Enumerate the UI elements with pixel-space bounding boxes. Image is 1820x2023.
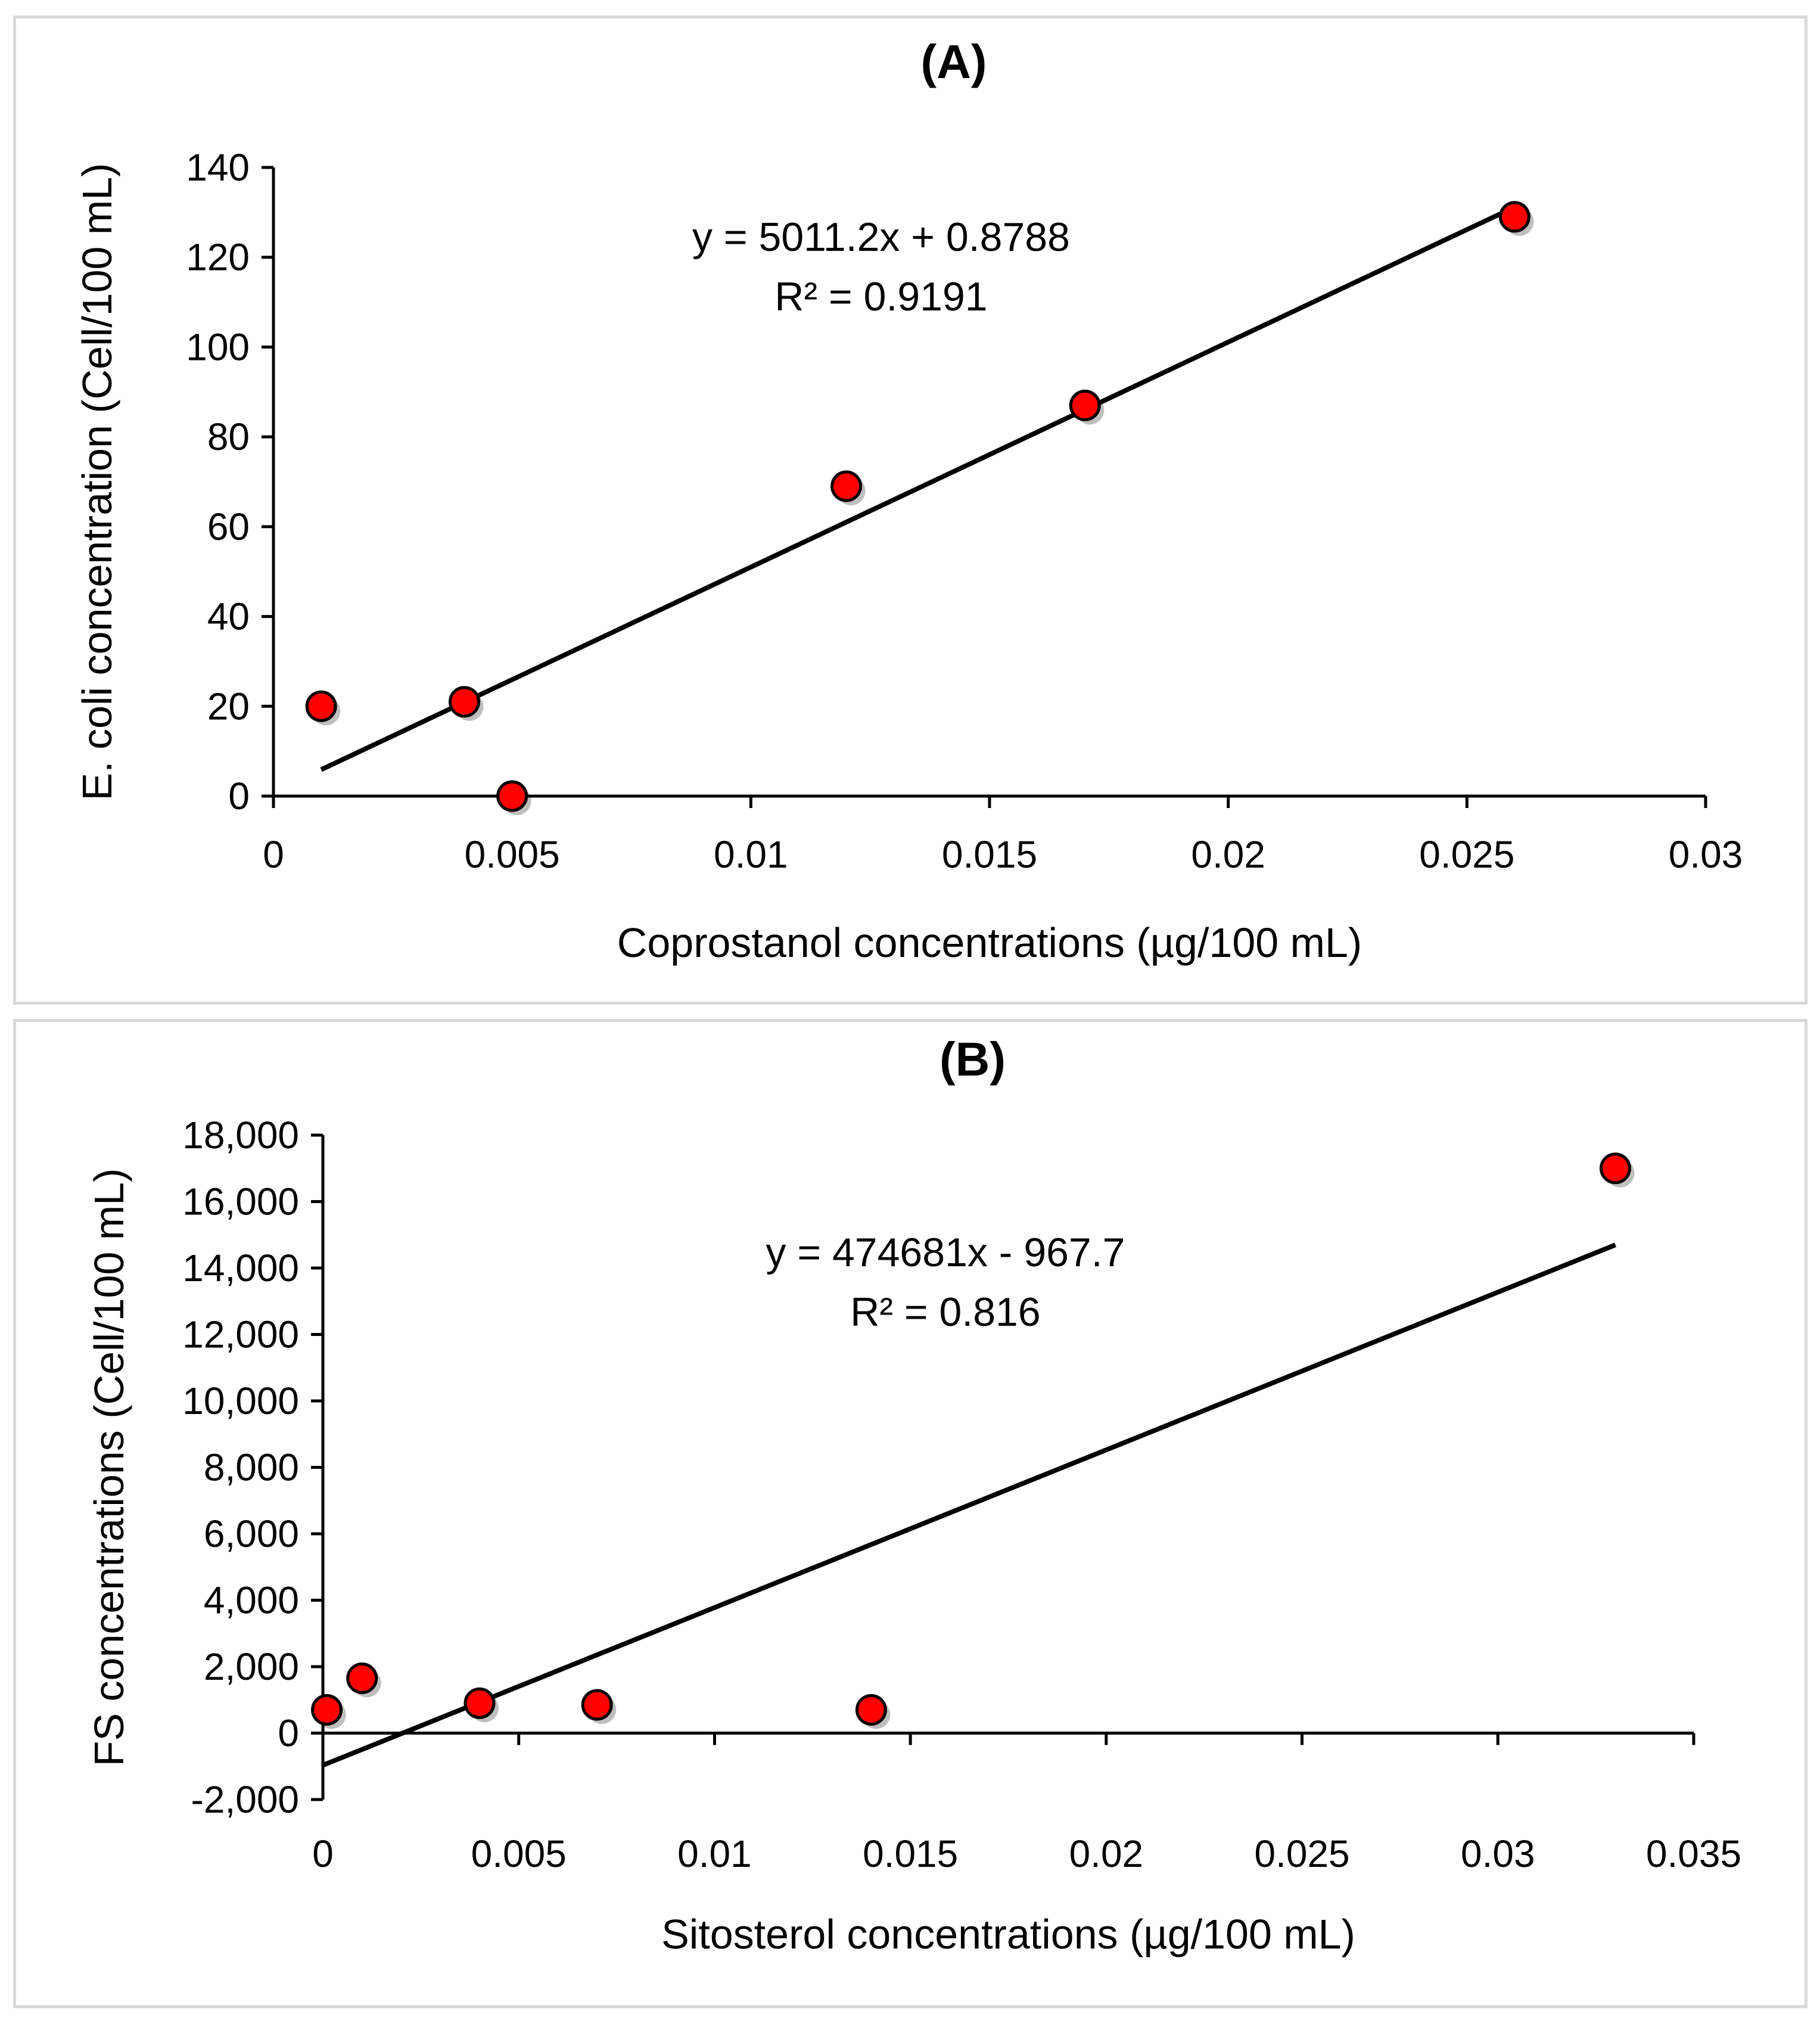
data-point <box>305 690 337 722</box>
x-tick-label: 0.005 <box>471 1832 567 1875</box>
chart-panel-a: (A) 0 20 40 60 80 100 120 140 0 0.005 0.01 0.015 0.02… <box>13 15 1807 1005</box>
y-tick-label: 20 <box>207 685 250 728</box>
y-tick-label: 4,000 <box>204 1579 299 1622</box>
chart-panel-b: (B) -2,000 0 2,000 4,000 6,000 8,000 10,000 12,0… <box>13 1019 1807 2008</box>
x-axis-label: Coprostanol concentrations (µg/100 mL) <box>617 919 1362 966</box>
x-tick-label: 0.025 <box>1419 833 1514 876</box>
y-tick-label: 60 <box>207 505 250 548</box>
data-point <box>463 1687 496 1719</box>
data-point <box>830 470 863 502</box>
x-tick-label: 0.005 <box>465 833 560 876</box>
data-point <box>855 1693 887 1726</box>
y-axis-label: FS concentrations (Cell/100 mL) <box>86 1169 132 1767</box>
trendline <box>320 204 1516 772</box>
x-tick-label: 0 <box>312 1832 334 1875</box>
chart-title: (A) <box>920 35 987 88</box>
chart-b-svg: (B) -2,000 0 2,000 4,000 6,000 8,000 10,000 12,0… <box>86 1033 1741 1957</box>
data-point <box>496 780 528 812</box>
data-point <box>581 1689 613 1721</box>
trendline <box>322 1242 1617 1768</box>
data-point <box>346 1662 378 1695</box>
x-tick-label: 0.015 <box>863 1832 958 1875</box>
y-tick-label: 100 <box>186 325 250 368</box>
y-tick-label: 12,000 <box>182 1313 299 1356</box>
y-tick-label: 120 <box>186 236 250 279</box>
x-tick-label: 0 <box>263 833 284 876</box>
y-tick-label: 140 <box>186 146 250 189</box>
y-tick-label: -2,000 <box>191 1778 299 1821</box>
y-axis-label: E. coli concentration (Cell/100 mL) <box>74 163 120 801</box>
r-squared-label: R² = 0.9191 <box>774 274 987 319</box>
chart-a-svg: (A) 0 20 40 60 80 100 120 140 0 0.005 0.01 0.015 0.02… <box>74 35 1743 966</box>
data-point <box>1069 389 1101 421</box>
trendline-equation: y = 474681x - 967.7 <box>766 1230 1125 1275</box>
data-point <box>1600 1152 1632 1185</box>
x-axis-label: Sitosterol concentrations (µg/100 mL) <box>661 1911 1355 1957</box>
x-tick-label: 0.035 <box>1646 1832 1741 1875</box>
y-tick-label: 0 <box>228 775 250 818</box>
y-tick-label: 40 <box>207 595 250 638</box>
y-tick-label: 18,000 <box>182 1114 299 1157</box>
r-squared-label: R² = 0.816 <box>850 1289 1040 1335</box>
x-tick-label: 0.03 <box>1669 833 1743 876</box>
data-point <box>1498 201 1530 233</box>
trendline-equation: y = 5011.2x + 0.8788 <box>692 215 1070 260</box>
x-tick-label: 0.01 <box>677 1832 752 1875</box>
y-tick-label: 14,000 <box>182 1247 299 1289</box>
chart-title: (B) <box>939 1033 1006 1086</box>
x-tick-label: 0.02 <box>1191 833 1265 876</box>
data-point <box>449 686 481 718</box>
y-tick-label: 10,000 <box>182 1379 299 1422</box>
y-tick-label: 6,000 <box>204 1512 299 1555</box>
y-tick-label: 2,000 <box>204 1645 299 1688</box>
x-tick-label: 0.02 <box>1069 1832 1144 1875</box>
y-tick-label: 0 <box>278 1712 299 1755</box>
y-tick-label: 80 <box>207 415 250 458</box>
x-tick-label: 0.03 <box>1461 1832 1535 1875</box>
y-tick-label: 8,000 <box>204 1446 299 1489</box>
x-tick-label: 0.015 <box>942 833 1037 876</box>
x-tick-label: 0.01 <box>714 833 788 876</box>
y-tick-label: 16,000 <box>182 1180 299 1223</box>
data-point <box>311 1693 343 1726</box>
x-tick-label: 0.025 <box>1254 1832 1349 1875</box>
